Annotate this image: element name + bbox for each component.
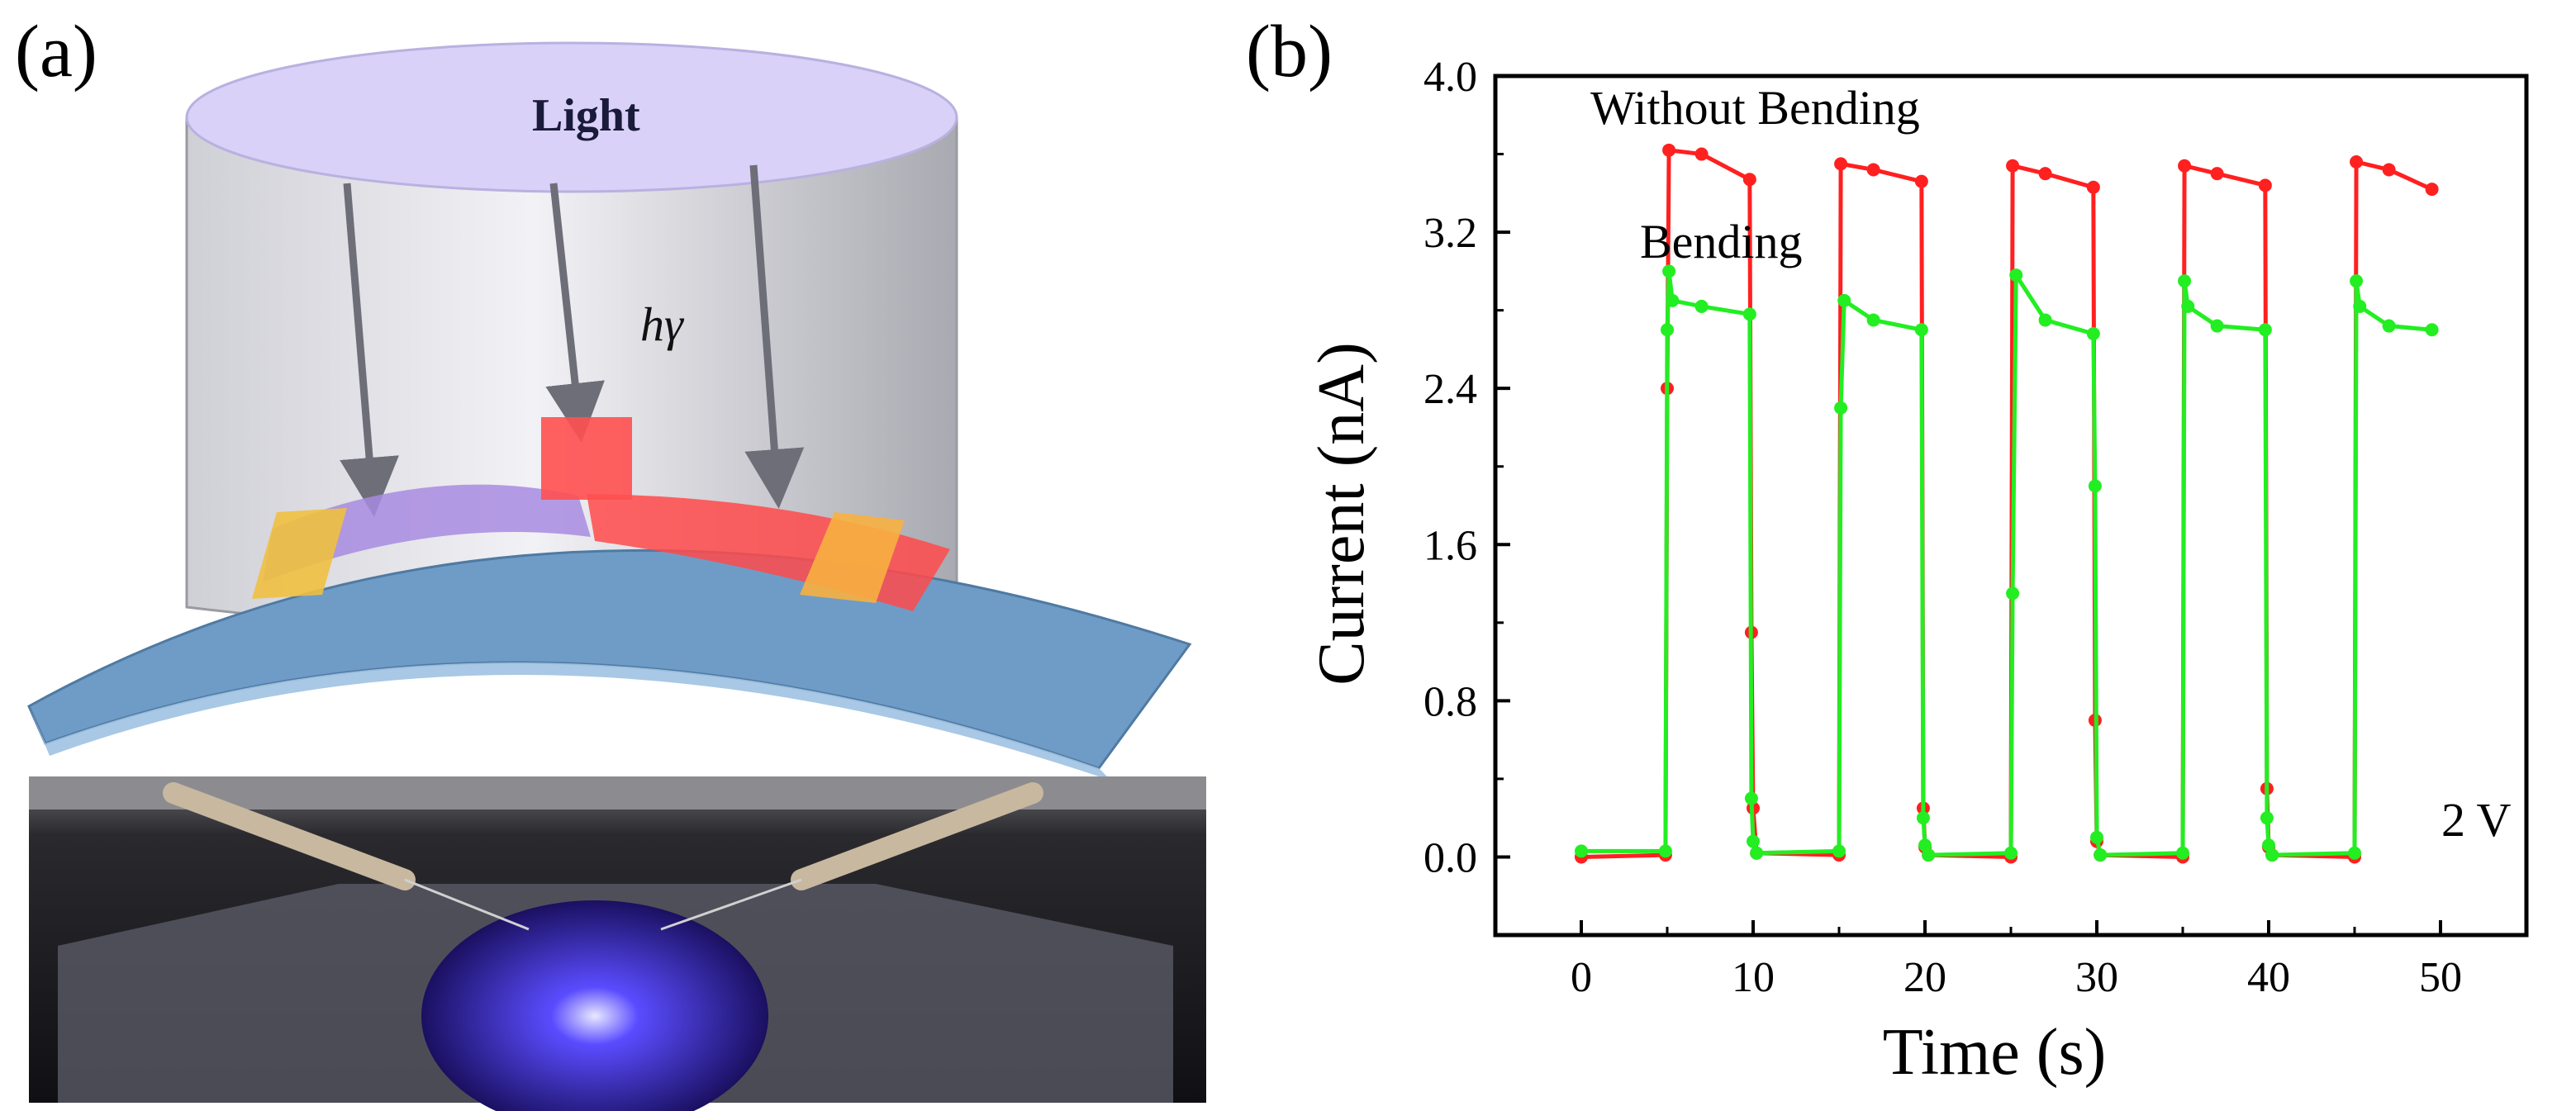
data-point (1694, 299, 1709, 313)
y-axis-title: Current (nA) (1305, 342, 1378, 685)
x-axis-title: Time (s) (1883, 1016, 2106, 1089)
y-tick-label: 1.6 (1423, 522, 1477, 569)
without-bending-annotation: Without Bending (1590, 81, 1920, 135)
data-point (2210, 319, 2224, 333)
panel-a-label: (a) (15, 11, 97, 93)
data-point (2181, 299, 2195, 313)
data-point (2350, 274, 2364, 288)
light-arrow-icon (744, 164, 805, 509)
data-point (1914, 323, 1928, 337)
bias-annotation: 2 V (2441, 793, 2511, 847)
glowing-sample (421, 900, 768, 1111)
data-point (1866, 163, 1880, 177)
data-point (2425, 183, 2439, 197)
x-tick-label: 50 (2419, 954, 2462, 1001)
data-point (1914, 174, 1928, 188)
current-time-chart: 0.0 0.8 1.6 2.4 3.2 4.0 0 10 20 30 40 50 Current (… (1305, 54, 2529, 1089)
data-point (2258, 323, 2272, 337)
data-point (2009, 268, 2023, 282)
panel-a: (a) Light hγ (15, 11, 1206, 1111)
bending-annotation: Bending (1640, 215, 1803, 268)
left-probe (163, 782, 416, 890)
data-point (1834, 157, 1848, 171)
data-point (2038, 167, 2052, 181)
data-point (2382, 163, 2396, 177)
y-axis-ticks: 0.0 0.8 1.6 2.4 3.2 4.0 (1423, 54, 1510, 881)
data-point (1837, 293, 1851, 307)
panel-b: (b) 0.0 0.8 1.6 2.4 3.2 4.0 0 10 20 30 40 50 Curre… (1246, 11, 2529, 1089)
x-tick-label: 10 (1732, 954, 1775, 1001)
photon-label: hγ (640, 297, 685, 351)
data-point (1658, 844, 1672, 858)
y-tick-label: 0.8 (1423, 678, 1477, 725)
data-point (2178, 274, 2192, 288)
x-tick-label: 0 (1571, 954, 1592, 1001)
x-tick-label: 20 (1903, 954, 1946, 1001)
data-point (2178, 159, 2192, 173)
series-line (1581, 268, 2432, 857)
data-point (1922, 848, 1936, 862)
data-point (2348, 846, 2361, 860)
data-point (2006, 586, 2020, 601)
x-tick-label: 40 (2247, 954, 2290, 1001)
x-axis-ticks: 0 10 20 30 40 50 (1571, 920, 2462, 1001)
series-layer (1575, 143, 2439, 864)
data-point (1661, 323, 1674, 337)
data-point (1866, 313, 1880, 327)
right-probe (791, 782, 1043, 890)
data-point (2350, 155, 2364, 169)
data-point (2088, 479, 2102, 493)
data-point (2258, 178, 2272, 192)
light-label: Light (532, 90, 640, 141)
y-tick-label: 3.2 (1423, 210, 1477, 257)
data-point (1834, 401, 1848, 415)
right-electrode (800, 512, 905, 603)
data-point (1742, 173, 1756, 187)
data-point (2265, 848, 2279, 862)
data-point (1750, 846, 1764, 860)
data-point (1742, 307, 1756, 321)
data-point (1747, 834, 1760, 848)
data-point (2425, 323, 2439, 337)
light-arrow-icon (545, 183, 605, 443)
data-point (2006, 159, 2020, 173)
panel-b-label: (b) (1246, 11, 1333, 93)
data-point (1662, 143, 1676, 157)
data-point (2260, 811, 2274, 825)
data-point (1662, 264, 1676, 278)
data-point (2176, 846, 2189, 860)
data-point (1666, 293, 1680, 307)
red-step-block (541, 417, 632, 500)
x-tick-label: 30 (2075, 954, 2118, 1001)
y-tick-label: 4.0 (1423, 54, 1477, 101)
data-point (1694, 147, 1709, 161)
left-electrode (252, 508, 347, 599)
data-point (2094, 848, 2108, 862)
data-point (2210, 167, 2224, 181)
light-arrow-icon (340, 183, 399, 517)
data-point (2353, 299, 2367, 313)
data-point (2004, 846, 2018, 860)
light-cylinder-top (185, 41, 958, 193)
data-point (1832, 844, 1846, 858)
data-point (1744, 791, 1758, 805)
data-point (2382, 319, 2396, 333)
y-tick-label: 0.0 (1423, 834, 1477, 881)
data-point (1575, 844, 1588, 858)
data-point (2090, 830, 2103, 844)
data-point (2038, 313, 2052, 327)
device-photo (29, 776, 1206, 1111)
data-point (2086, 327, 2100, 340)
data-point (2086, 180, 2100, 194)
series-bending (1575, 264, 2439, 862)
y-tick-label: 2.4 (1423, 366, 1477, 413)
data-point (1916, 811, 1930, 825)
